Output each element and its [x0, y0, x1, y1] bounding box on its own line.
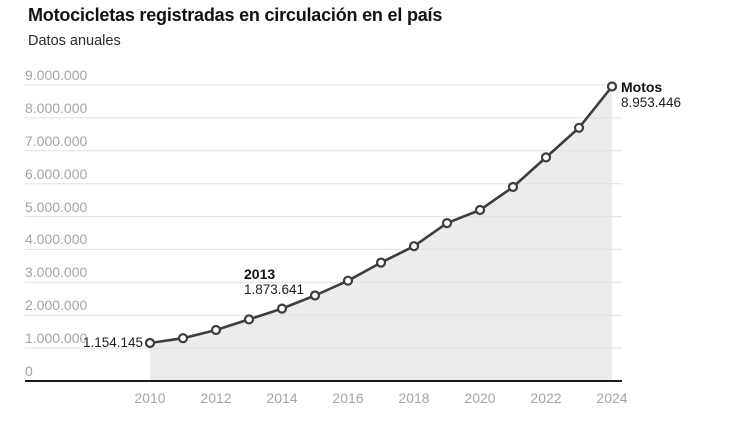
y-axis-label: 1.000.000: [25, 330, 88, 347]
x-axis-label: 2020: [464, 390, 496, 406]
x-axis-label: 2016: [332, 390, 364, 406]
annotation-2013: 2013 1.873.641: [244, 266, 304, 298]
x-axis-label: 2018: [398, 390, 430, 406]
y-axis-label: 6.000.000: [25, 165, 88, 182]
y-axis-label: 4.000.000: [25, 231, 88, 248]
annotation-title: Motos: [621, 78, 663, 95]
data-point-2018: [408, 241, 420, 252]
annotation-value: 8.953.446: [621, 94, 682, 110]
data-point-2020: [474, 204, 486, 216]
data-point-2013: [243, 314, 255, 325]
y-axis-label: 3.000.000: [25, 264, 88, 281]
y-axis-label: 5.000.000: [25, 198, 88, 215]
data-point-2010: [144, 337, 156, 349]
data-point-2011: [177, 333, 189, 344]
y-axis-label: 8.000.000: [25, 99, 88, 116]
annotation-value: 1.873.641: [244, 282, 305, 298]
data-point-2017: [375, 257, 387, 268]
y-axis-label: 7.000.000: [25, 132, 88, 149]
data-point-2022: [540, 152, 552, 163]
x-axis-label: 2010: [134, 390, 166, 406]
x-axis-label: 2022: [530, 390, 562, 406]
x-axis-label: 2024: [596, 390, 628, 406]
chart-subtitle: Datos anuales: [28, 33, 121, 49]
annotation-2024: Motos 8.953.446: [621, 79, 681, 111]
y-axis-label: 2.000.000: [25, 297, 88, 314]
data-point-2014: [276, 303, 288, 314]
data-point-2024: [606, 81, 618, 92]
data-point-2015: [309, 290, 321, 301]
annotation-value: 1.154.145: [82, 335, 143, 351]
data-point-2019: [441, 218, 453, 229]
x-axis-label: 2012: [200, 390, 232, 406]
y-axis-label: 0: [25, 363, 33, 379]
x-axis-label: 2014: [266, 390, 298, 406]
area-fill: [150, 86, 612, 381]
data-point-2016: [342, 275, 354, 286]
data-point-2012: [210, 324, 222, 336]
data-point-2023: [573, 122, 585, 133]
chart-title: Motocicletas registradas en circulación …: [28, 5, 443, 25]
annotation-title: 2013: [244, 266, 276, 283]
data-point-2021: [507, 181, 519, 193]
y-axis-label: 9.000.000: [25, 67, 88, 83]
annotation-2010: 1.154.145: [83, 335, 143, 351]
